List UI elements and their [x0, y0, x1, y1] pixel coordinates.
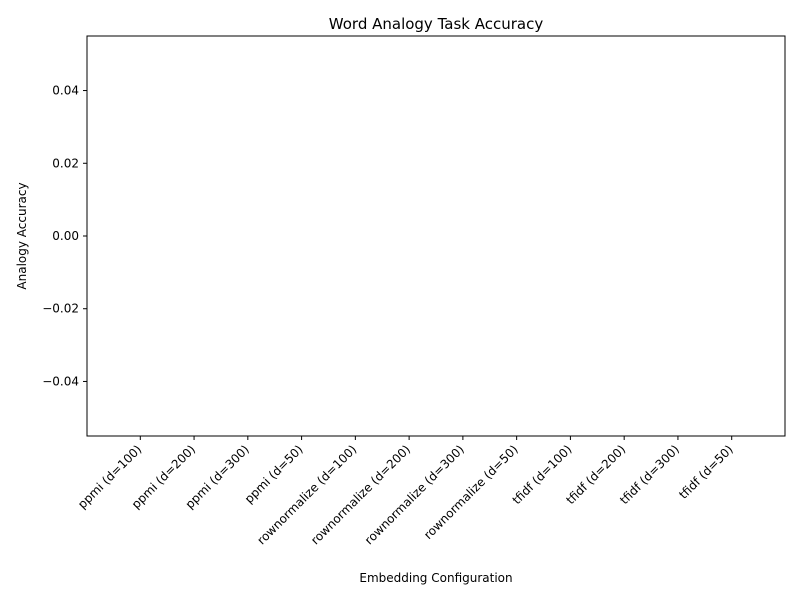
y-tick-label: −0.02: [42, 302, 79, 316]
x-tick-label: tfidf (d=50): [676, 442, 736, 502]
x-axis-label: Embedding Configuration: [359, 571, 512, 585]
x-tick-label: rownormalize (d=300): [362, 442, 467, 547]
y-axis-label: Analogy Accuracy: [15, 182, 29, 289]
plot-frame: [86, 35, 786, 437]
chart-title: Word Analogy Task Accuracy: [329, 15, 544, 33]
x-axis-ticks: ppmi (d=100)ppmi (d=200)ppmi (d=300)ppmi…: [75, 436, 736, 547]
plot-background: [87, 36, 785, 436]
y-tick-label: 0.00: [52, 229, 79, 243]
x-tick-label: rownormalize (d=50): [421, 442, 521, 542]
x-tick-label: rownormalize (d=100): [254, 442, 359, 547]
y-tick-label: 0.02: [52, 156, 79, 170]
y-tick-label: 0.04: [52, 84, 79, 98]
y-tick-label: −0.04: [42, 374, 79, 388]
x-tick-label: rownormalize (d=200): [308, 442, 413, 547]
y-axis-ticks: −0.04 −0.02 0.00 0.02 0.04: [42, 84, 87, 388]
